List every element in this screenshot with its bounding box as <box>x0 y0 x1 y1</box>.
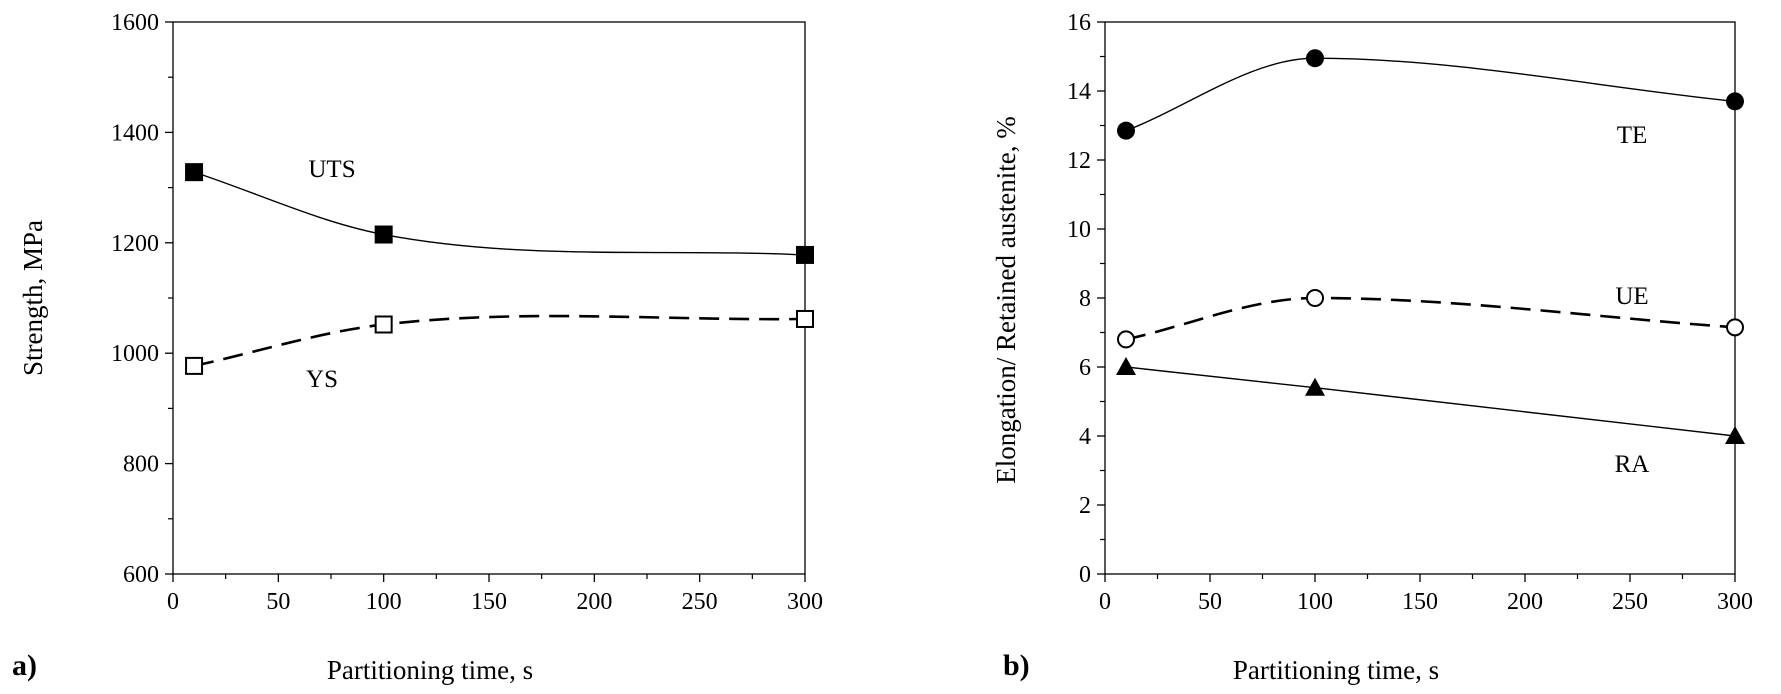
series-label-ue: UE <box>1615 283 1648 310</box>
series-label-ra: RA <box>1615 451 1650 478</box>
y-tick-label-b-14: 14 <box>1067 79 1091 105</box>
x-tick-label-a-100: 100 <box>366 589 402 615</box>
data-point-ys-10 <box>185 356 204 375</box>
x-tick-label-b-200: 200 <box>1507 589 1543 615</box>
chart-panel-b: 0 50 100 150 200 250 300 0 2 4 6 8 10 12 14 16 Partitio… <box>991 10 1753 685</box>
x-tick-label-a-200: 200 <box>576 589 612 615</box>
data-point-ys-100 <box>374 315 393 334</box>
x-tick-label-b-100: 100 <box>1297 589 1333 615</box>
y-tick-label-a-1400: 1400 <box>111 120 159 146</box>
series-label-te: TE <box>1617 122 1648 149</box>
series-line-ue <box>1125 296 1736 341</box>
x-tick-label-a-0: 0 <box>167 589 179 615</box>
y-tick-label-b-0: 0 <box>1079 562 1091 588</box>
series-label-ys: YS <box>306 366 338 393</box>
y-tick-label-a-800: 800 <box>123 452 159 478</box>
plot-area-frame-a <box>172 21 806 575</box>
data-point-ys-300 <box>796 309 814 328</box>
data-point-te-300 <box>1726 92 1744 111</box>
data-point-ra-100 <box>1305 377 1325 396</box>
y-tick-label-b-12: 12 <box>1067 148 1091 174</box>
y-tick-label-b-6: 6 <box>1079 355 1091 381</box>
x-tick-label-b-0: 0 <box>1099 589 1111 615</box>
panel-label-a: a) <box>12 649 37 682</box>
y-tick-label-b-8: 8 <box>1079 286 1091 312</box>
data-point-ue-100 <box>1306 289 1324 307</box>
series-line-te <box>1125 57 1736 132</box>
series-line-ra <box>1125 366 1736 437</box>
data-point-ue-10 <box>1117 330 1135 349</box>
data-point-uts-300 <box>796 245 814 264</box>
series-line-uts <box>193 171 806 256</box>
y-tick-label-b-4: 4 <box>1079 424 1091 450</box>
axis-ticks-a: 0 50 100 150 200 250 300 600 800 1000 1200 1400 1600 <box>111 10 823 615</box>
axis-ticks-b: 0 50 100 150 200 250 300 0 2 4 6 8 10 12 14 16 <box>1067 10 1753 615</box>
x-tick-label-b-300: 300 <box>1717 589 1753 615</box>
data-point-uts-100 <box>374 225 393 244</box>
data-point-ra-10 <box>1116 357 1136 375</box>
data-point-te-100 <box>1306 49 1324 68</box>
data-point-te-10 <box>1117 121 1135 140</box>
y-tick-label-b-16: 16 <box>1067 10 1091 36</box>
panel-label-b: b) <box>1003 649 1030 682</box>
x-tick-label-b-150: 150 <box>1402 589 1438 615</box>
data-point-ra-300 <box>1725 426 1745 444</box>
x-tick-label-a-250: 250 <box>682 589 718 615</box>
y-axis-label-b: Elongation/ Retained austenite, % <box>991 116 1021 483</box>
y-tick-label-b-2: 2 <box>1079 493 1091 519</box>
x-tick-label-a-50: 50 <box>266 589 290 615</box>
x-tick-label-b-50: 50 <box>1198 589 1222 615</box>
x-tick-label-a-300: 300 <box>787 589 823 615</box>
series-label-uts: UTS <box>308 156 355 183</box>
y-tick-label-b-10: 10 <box>1067 217 1091 243</box>
y-tick-label-a-1200: 1200 <box>111 231 159 257</box>
y-tick-label-a-1600: 1600 <box>111 10 159 36</box>
x-axis-label-a: Partitioning time, s <box>327 655 533 685</box>
y-tick-label-a-1000: 1000 <box>111 341 159 367</box>
data-point-uts-10 <box>185 163 204 182</box>
x-tick-label-a-150: 150 <box>471 589 507 615</box>
x-tick-label-b-250: 250 <box>1612 589 1648 615</box>
y-tick-label-a-600: 600 <box>123 562 159 588</box>
series-line-ys <box>193 314 806 368</box>
data-point-ue-300 <box>1726 318 1744 337</box>
y-axis-label-a: Strength, MPa <box>18 220 48 376</box>
series-layer-a <box>185 163 814 375</box>
chart-panel-a: 0 50 100 150 200 250 300 600 800 1000 1200 1400 1600… <box>12 10 823 685</box>
series-layer-b <box>1116 49 1745 444</box>
x-axis-label-b: Partitioning time, s <box>1233 655 1439 685</box>
